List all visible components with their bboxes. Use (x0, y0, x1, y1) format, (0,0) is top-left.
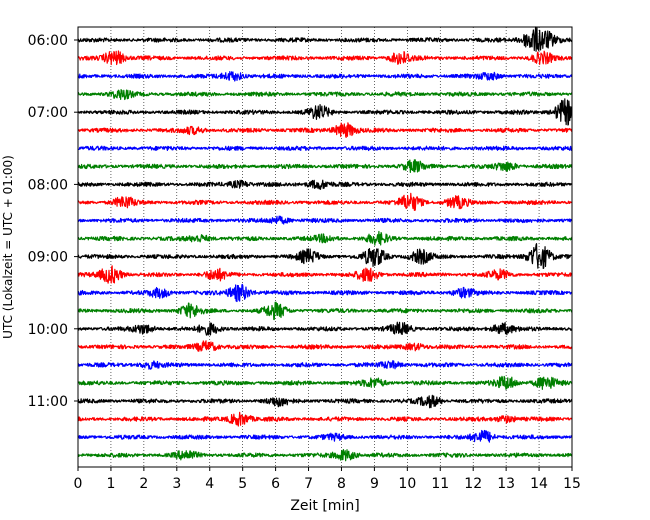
x-tick-label: 11 (431, 476, 449, 492)
x-tick-label: 14 (530, 476, 548, 492)
x-axis-ticks: 0 1 2 3 4 5 6 7 8 9 10 11 12 13 14 15 (74, 467, 581, 492)
trace-0715 (77, 122, 573, 139)
trace-1000 (77, 321, 573, 336)
x-tick-label: 6 (271, 476, 280, 492)
trace-0930 (77, 283, 573, 303)
trace-1130 (77, 429, 573, 443)
traces-group (77, 26, 573, 462)
trace-0815 (77, 192, 573, 211)
y-tick-label: 07:00 (28, 105, 68, 121)
trace-0730 (77, 145, 573, 152)
y-tick-label: 10:00 (28, 322, 68, 338)
x-tick-label: 12 (464, 476, 482, 492)
x-tick-label: 4 (205, 476, 214, 492)
trace-0615 (77, 50, 573, 66)
x-tick-label: 3 (172, 476, 181, 492)
y-tick-label: 09:00 (28, 250, 68, 266)
trace-1015 (77, 340, 573, 352)
trace-0800 (77, 179, 573, 190)
trace-1030 (77, 360, 573, 370)
x-tick-label: 10 (398, 476, 416, 492)
trace-0700 (77, 98, 573, 126)
x-tick-label: 0 (74, 476, 83, 492)
trace-0745 (77, 159, 573, 174)
x-axis-label: Zeit [min] (290, 498, 359, 514)
trace-0915 (77, 265, 573, 284)
trace-1145 (77, 449, 573, 462)
trace-1045 (77, 375, 573, 391)
plot-frame (77, 26, 573, 468)
trace-1115 (77, 411, 573, 427)
grid-lines (110, 27, 540, 467)
trace-0900 (77, 243, 573, 270)
trace-0630 (77, 71, 573, 82)
x-tick-label: 5 (238, 476, 247, 492)
trace-0845 (77, 230, 573, 246)
x-tick-label: 8 (337, 476, 346, 492)
y-tick-label: 08:00 (28, 177, 68, 193)
x-tick-label: 2 (139, 476, 148, 492)
trace-0945 (77, 301, 573, 321)
x-tick-label: 9 (370, 476, 379, 492)
x-tick-label: 15 (563, 476, 581, 492)
trace-0600 (77, 26, 573, 52)
y-axis-label: UTC (Lokalzeit = UTC + 01:00) (1, 155, 15, 339)
trace-1100 (77, 394, 573, 409)
trace-0645 (77, 88, 573, 101)
y-axis-ticks: 06:00 07:00 08:00 09:00 10:00 11:00 (28, 33, 78, 410)
x-tick-label: 13 (497, 476, 515, 492)
y-tick-label: 11:00 (28, 394, 68, 410)
x-tick-label: 7 (304, 476, 313, 492)
y-tick-label: 06:00 (28, 33, 68, 49)
x-tick-label: 1 (106, 476, 115, 492)
trace-0830 (77, 215, 573, 225)
